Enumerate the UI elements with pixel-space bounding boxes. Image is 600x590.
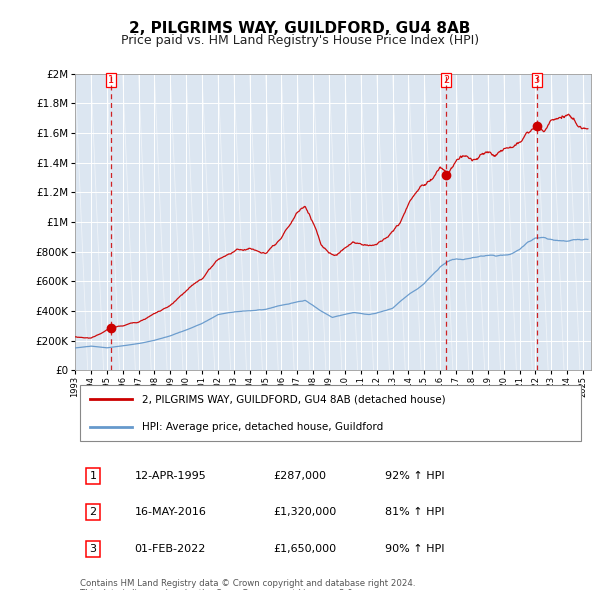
Text: 16-MAY-2016: 16-MAY-2016 bbox=[134, 507, 206, 517]
Text: 90% ↑ HPI: 90% ↑ HPI bbox=[385, 543, 444, 553]
Text: 92% ↑ HPI: 92% ↑ HPI bbox=[385, 471, 444, 481]
Text: 12-APR-1995: 12-APR-1995 bbox=[134, 471, 206, 481]
Text: Contains HM Land Registry data © Crown copyright and database right 2024.
This d: Contains HM Land Registry data © Crown c… bbox=[80, 579, 416, 590]
Text: Price paid vs. HM Land Registry's House Price Index (HPI): Price paid vs. HM Land Registry's House … bbox=[121, 34, 479, 47]
Text: HPI: Average price, detached house, Guildford: HPI: Average price, detached house, Guil… bbox=[142, 422, 383, 432]
Text: 01-FEB-2022: 01-FEB-2022 bbox=[134, 543, 206, 553]
Text: 3: 3 bbox=[533, 76, 540, 85]
Text: 3: 3 bbox=[89, 543, 97, 553]
Text: 1: 1 bbox=[89, 471, 97, 481]
Text: £1,650,000: £1,650,000 bbox=[274, 543, 337, 553]
Text: 2: 2 bbox=[443, 76, 449, 85]
Text: £1,320,000: £1,320,000 bbox=[274, 507, 337, 517]
FancyBboxPatch shape bbox=[80, 385, 581, 441]
Text: 2, PILGRIMS WAY, GUILDFORD, GU4 8AB (detached house): 2, PILGRIMS WAY, GUILDFORD, GU4 8AB (det… bbox=[142, 394, 446, 404]
Text: 2, PILGRIMS WAY, GUILDFORD, GU4 8AB: 2, PILGRIMS WAY, GUILDFORD, GU4 8AB bbox=[130, 21, 470, 35]
Text: 81% ↑ HPI: 81% ↑ HPI bbox=[385, 507, 444, 517]
Text: 2: 2 bbox=[89, 507, 97, 517]
Text: £287,000: £287,000 bbox=[274, 471, 326, 481]
Text: 1: 1 bbox=[108, 76, 114, 85]
